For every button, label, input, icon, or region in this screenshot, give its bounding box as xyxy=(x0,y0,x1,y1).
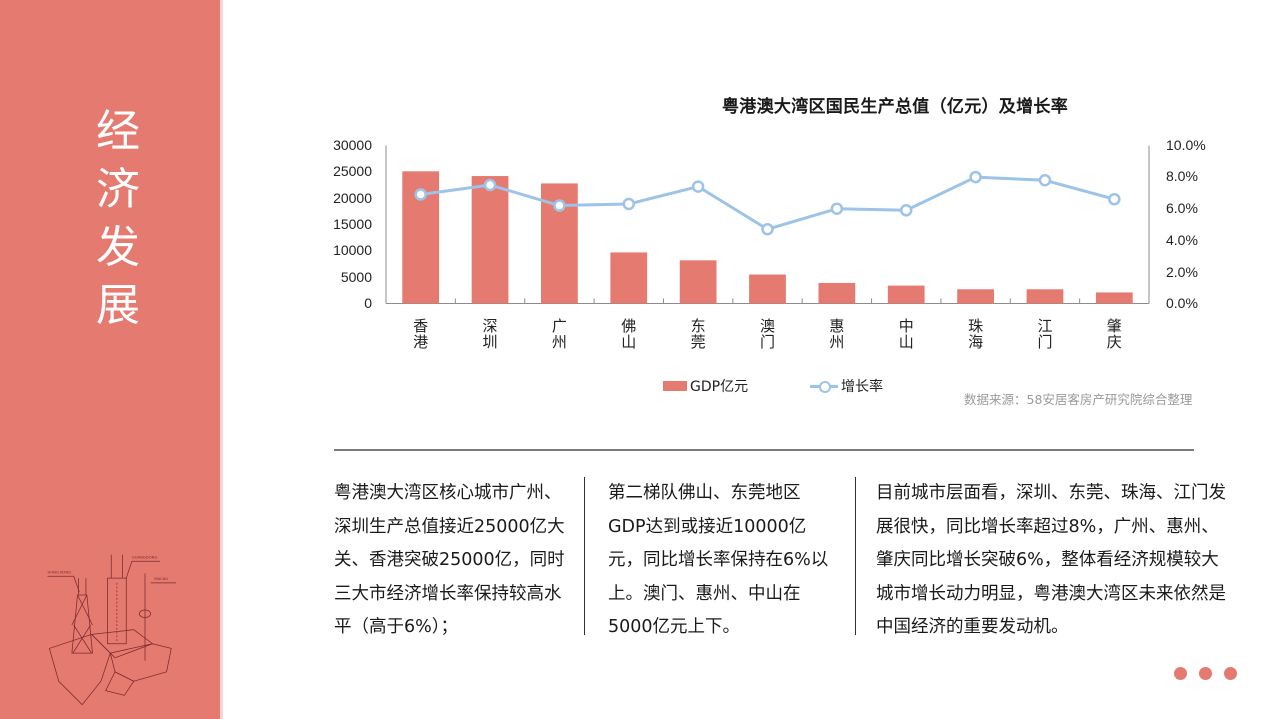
right-axis-tick: 4.0% xyxy=(1166,232,1198,248)
right-axis-tick: 0.0% xyxy=(1166,295,1198,311)
growth-point xyxy=(1108,192,1121,206)
right-axis-tick: 8.0% xyxy=(1166,168,1198,184)
summary-column-1: 粤港澳大湾区核心城市广州、深圳生产总值接近25000亿大关、香港突破25000亿… xyxy=(334,483,565,637)
x-axis-label: 中山 xyxy=(898,317,914,351)
legend-growth: 增长率 xyxy=(810,376,883,396)
left-axis-tick: 10000 xyxy=(333,242,372,258)
dot-icon xyxy=(1174,667,1187,680)
section-title-char: 济 xyxy=(96,164,140,215)
skyline-illustration-icon: HONG KONG GUANGDONG MACAU xyxy=(47,554,176,706)
right-axis-tick: 10.0% xyxy=(1166,137,1206,153)
svg-text:GUANGDONG: GUANGDONG xyxy=(132,555,158,559)
section-title: 经 济 发 展 xyxy=(88,103,148,335)
gdp-bar xyxy=(471,176,509,304)
x-axis-label: 广州 xyxy=(551,317,567,351)
data-source-note: 数据来源：58安居客房产研究院综合整理 xyxy=(964,392,1193,407)
pagination-dots xyxy=(1174,667,1237,680)
x-axis-label: 珠海 xyxy=(968,317,984,351)
gdp-bar xyxy=(749,274,786,304)
growth-point xyxy=(414,188,427,201)
left-axis-tick: 0 xyxy=(364,295,372,311)
side-panel xyxy=(0,0,220,719)
x-axis-label: 江门 xyxy=(1037,317,1053,351)
x-axis-label: 肇庆 xyxy=(1106,317,1122,351)
column-separator xyxy=(584,477,585,635)
right-axis-tick: 6.0% xyxy=(1166,200,1198,216)
growth-point xyxy=(483,178,497,192)
summary-column-3: 目前城市层面看，深圳、东莞、珠海、江门发展很快，同比增长率超过8%，广州、惠州、… xyxy=(876,483,1226,637)
section-divider xyxy=(334,449,1194,451)
x-axis-label: 香港 xyxy=(413,317,429,351)
gdp-bars xyxy=(402,171,1133,304)
x-axis-label: 惠州 xyxy=(829,317,845,351)
growth-line xyxy=(414,170,1121,236)
dot-icon xyxy=(1199,667,1212,680)
gdp-bar xyxy=(887,285,925,304)
legend-growth-label: 增长率 xyxy=(841,379,883,395)
side-panel-edge xyxy=(220,0,223,719)
growth-point xyxy=(622,197,636,211)
left-axis-tick: 20000 xyxy=(333,190,372,206)
legend-gdp-label: GDP亿元 xyxy=(690,379,749,395)
x-axis-label: 东莞 xyxy=(690,317,706,351)
summary-column-2: 第二梯队佛山、东莞地区GDP达到或接近10000亿元，同比增长率保持在6%以上。… xyxy=(608,483,829,637)
growth-point xyxy=(553,199,566,212)
growth-point xyxy=(830,202,844,215)
line-marker-icon xyxy=(810,379,838,393)
gdp-bar xyxy=(818,282,856,304)
left-axis-tick: 5000 xyxy=(340,269,372,285)
dot-icon xyxy=(1224,667,1237,680)
growth-point xyxy=(1038,174,1052,187)
growth-point xyxy=(969,170,982,184)
x-axis-label: 澳门 xyxy=(759,317,775,351)
svg-text:MACAU: MACAU xyxy=(154,577,168,581)
chart-title: 粤港澳大湾区国民生产总值（亿元）及增长率 xyxy=(722,97,1068,117)
gdp-bar xyxy=(1026,289,1064,304)
x-axis-label: 深圳 xyxy=(482,317,498,351)
gdp-bar xyxy=(610,252,648,304)
bar-swatch-icon xyxy=(663,381,687,391)
legend-gdp: GDP亿元 xyxy=(663,376,748,396)
gdp-bar xyxy=(1095,292,1133,304)
growth-point xyxy=(761,222,774,236)
growth-point xyxy=(899,204,913,217)
svg-text:HONG KONG: HONG KONG xyxy=(48,570,72,574)
gdp-bar xyxy=(679,260,717,304)
section-title-char: 发 xyxy=(96,222,140,273)
left-axis-tick: 15000 xyxy=(333,216,372,232)
column-separator xyxy=(855,477,856,635)
section-title-char: 经 xyxy=(96,106,140,157)
right-axis-tick: 2.0% xyxy=(1166,264,1198,280)
gdp-bar xyxy=(957,289,994,304)
growth-point xyxy=(691,180,705,193)
left-axis-tick: 25000 xyxy=(333,163,372,179)
left-axis-tick: 30000 xyxy=(333,137,372,153)
x-axis-label: 佛山 xyxy=(621,317,637,351)
section-title-char: 展 xyxy=(96,280,140,331)
